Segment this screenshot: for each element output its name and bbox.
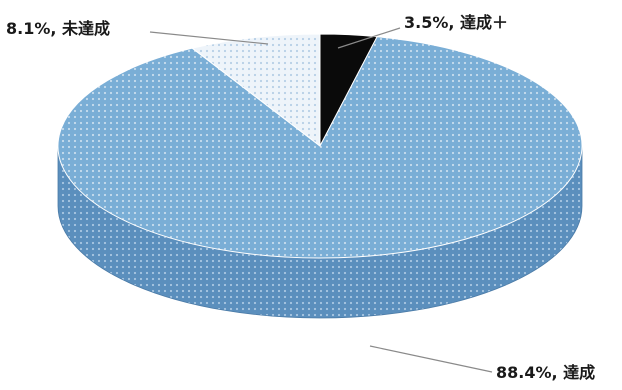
slice-mitassei (191, 33, 321, 148)
slice-label-tassei-plus: 3.5%, 達成＋ (404, 13, 509, 32)
leader-line-mitassei (149, 31, 269, 45)
leader-line-tassei (369, 345, 493, 373)
leader-line-tassei-plus (337, 27, 401, 49)
slice-label-tassei: 88.4%, 達成 (496, 363, 596, 382)
slice-label-mitassei: 8.1%, 未達成 (6, 19, 111, 38)
slice-tassei (57, 36, 583, 259)
